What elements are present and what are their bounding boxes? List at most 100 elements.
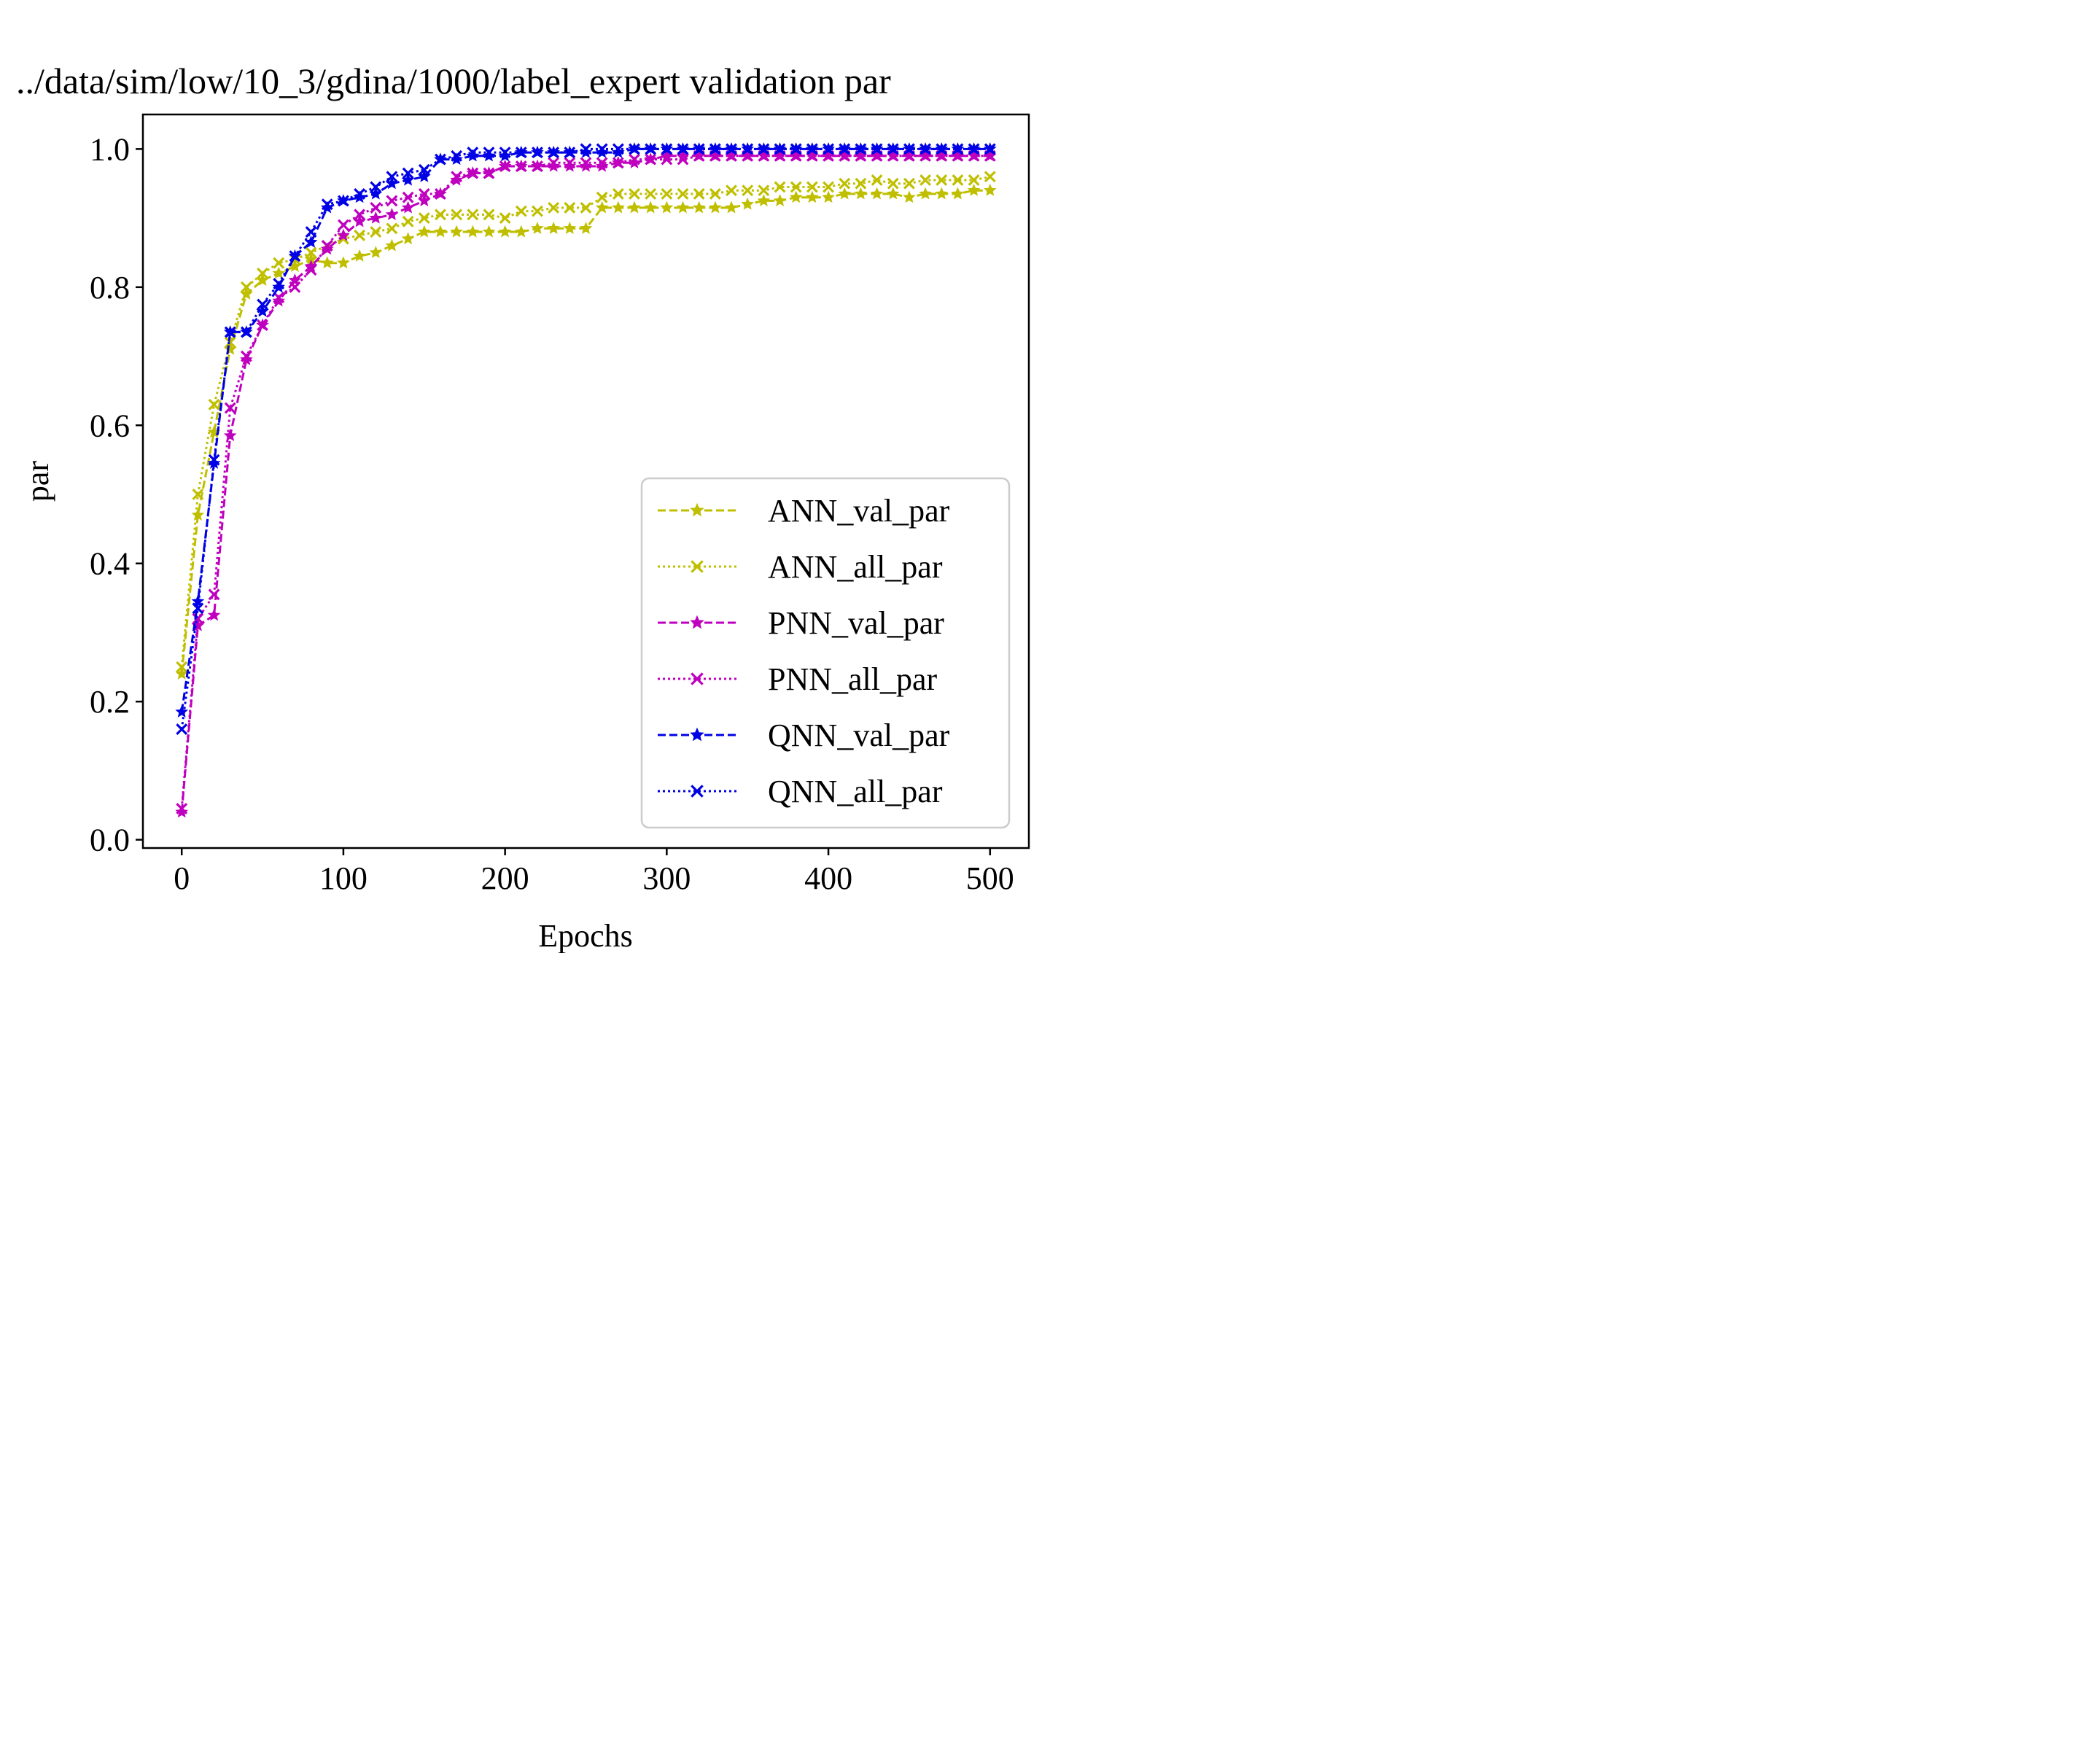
data-point	[919, 143, 932, 155]
chart-svg: ../data/sim/low/10_3/gdina/1000/label_ex…	[0, 0, 1143, 954]
data-point	[903, 143, 915, 155]
data-point	[661, 143, 673, 155]
data-point	[224, 402, 236, 414]
data-point	[499, 160, 511, 172]
data-point	[208, 454, 220, 466]
legend-label: ANN_all_par	[768, 549, 943, 585]
data-point	[596, 191, 608, 203]
data-point	[612, 188, 624, 200]
data-point	[208, 588, 220, 601]
data-point	[418, 188, 430, 200]
data-point	[192, 612, 204, 625]
data-point	[370, 226, 382, 238]
legend-box	[640, 477, 1011, 829]
data-point	[612, 143, 624, 155]
data-point	[435, 188, 446, 200]
data-point	[482, 225, 496, 238]
data-point	[257, 267, 269, 279]
data-point	[563, 159, 577, 172]
data-point	[466, 149, 480, 162]
data-point	[369, 211, 383, 224]
data-point	[629, 153, 640, 166]
data-point	[547, 222, 561, 234]
data-point	[207, 456, 221, 469]
data-point	[515, 147, 527, 159]
data-point	[450, 152, 463, 166]
data-point	[968, 174, 980, 186]
legend-item: ANN_all_par	[658, 549, 943, 585]
chart-figure: ../data/sim/low/10_3/gdina/1000/label_ex…	[0, 0, 1143, 954]
data-point	[240, 350, 252, 362]
data-point	[919, 174, 932, 186]
data-point	[531, 221, 544, 234]
data-point	[742, 184, 754, 197]
data-point	[693, 143, 705, 155]
data-point	[984, 171, 996, 183]
y-tick-label: 0.2	[90, 684, 130, 720]
data-point	[435, 153, 446, 166]
data-point	[596, 143, 608, 155]
legend-label: QNN_all_par	[768, 774, 943, 809]
data-point	[629, 188, 640, 200]
data-point	[580, 201, 592, 214]
data-point	[822, 190, 835, 203]
data-point	[450, 225, 463, 238]
data-point	[742, 143, 754, 155]
data-point	[903, 177, 915, 190]
data-point	[402, 167, 414, 179]
data-point	[628, 201, 641, 214]
legend-label: PNN_val_par	[768, 605, 944, 641]
data-point	[272, 266, 286, 279]
data-point	[645, 143, 657, 155]
data-point	[467, 167, 479, 179]
data-point	[580, 143, 592, 155]
data-point	[967, 183, 981, 196]
data-point	[451, 209, 463, 221]
data-point	[790, 181, 802, 193]
data-point	[822, 143, 835, 155]
data-point	[418, 212, 430, 225]
data-point	[483, 167, 495, 179]
y-tick-label: 0.6	[90, 408, 130, 443]
data-point	[677, 143, 689, 155]
data-point	[579, 159, 593, 172]
data-point	[855, 177, 867, 190]
legend-label: QNN_val_par	[768, 718, 950, 753]
legend-marker	[691, 785, 704, 798]
data-point	[758, 143, 770, 155]
data-point	[498, 149, 512, 162]
data-point	[192, 489, 204, 500]
data-point	[288, 273, 302, 286]
data-point	[191, 508, 205, 521]
data-point	[498, 225, 512, 238]
legend-item: QNN_val_par	[658, 718, 950, 753]
data-point	[257, 298, 269, 311]
data-point	[207, 608, 221, 621]
data-point	[354, 209, 366, 221]
data-point	[887, 177, 899, 190]
data-point	[645, 188, 657, 200]
data-point	[952, 174, 964, 186]
data-point	[660, 201, 674, 214]
data-point	[709, 201, 722, 214]
data-point	[838, 187, 852, 200]
data-point	[677, 188, 689, 200]
y-tick-label: 0.8	[90, 270, 130, 306]
data-point	[337, 219, 349, 231]
data-point	[272, 280, 286, 293]
chart-title: ../data/sim/low/10_3/gdina/1000/label_ex…	[16, 61, 891, 101]
y-tick-label: 0.0	[90, 822, 130, 858]
legend-label: PNN_all_par	[768, 661, 938, 697]
data-point	[337, 195, 349, 207]
data-point	[871, 174, 883, 186]
data-point	[175, 805, 189, 818]
data-point	[887, 143, 899, 155]
data-point	[629, 143, 640, 155]
data-point	[402, 215, 414, 228]
data-point	[418, 163, 430, 176]
data-point	[320, 256, 334, 269]
data-point	[725, 201, 738, 214]
data-point	[806, 143, 818, 155]
data-point	[579, 221, 593, 234]
data-point	[790, 143, 802, 155]
